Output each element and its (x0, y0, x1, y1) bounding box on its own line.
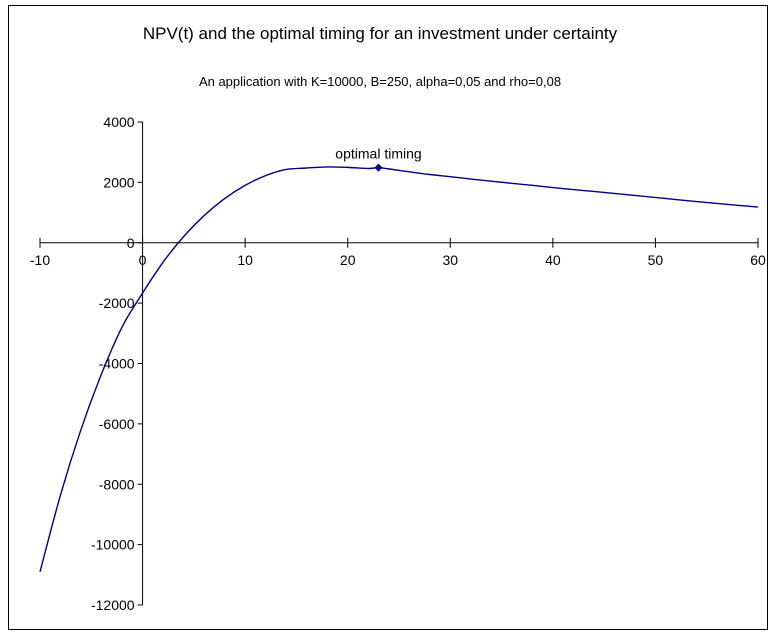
chart-svg: NPV(t) and the optimal timing for an inv… (30, 24, 766, 613)
x-tick-label: 60 (750, 252, 766, 268)
optimal-timing-annotation: optimal timing (335, 146, 421, 162)
y-tick-label: 0 (127, 235, 135, 251)
x-tick-label: 0 (139, 252, 147, 268)
chart-title: NPV(t) and the optimal timing for an inv… (143, 24, 618, 43)
y-tick-label: -12000 (91, 597, 135, 613)
x-tick-label: 20 (340, 252, 356, 268)
x-tick-label: 40 (545, 252, 561, 268)
y-tick-label: 4000 (103, 114, 134, 130)
axes (40, 122, 758, 605)
y-tick-label: -2000 (99, 295, 135, 311)
y-tick-label: -6000 (99, 416, 135, 432)
y-tick-label: -10000 (91, 537, 135, 553)
x-tick-label: 50 (648, 252, 664, 268)
y-tick-label: 2000 (103, 174, 134, 190)
npv-series-line (39, 166, 759, 573)
tick-marks (39, 121, 759, 606)
x-tick-label: -10 (30, 252, 50, 268)
chart-subtitle: An application with K=10000, B=250, alph… (199, 74, 561, 89)
x-tick-label: 30 (442, 252, 458, 268)
optimal-timing-marker (374, 163, 383, 172)
chart-marks: optimal timing (335, 146, 422, 172)
tick-labels: -10 0 10 20 30 40 50 60400020000-2000-4000-6000… (30, 114, 766, 613)
y-tick-label: -8000 (99, 476, 135, 492)
x-tick-label: 10 (237, 252, 253, 268)
chart-area: NPV(t) and the optimal timing for an inv… (8, 5, 768, 630)
